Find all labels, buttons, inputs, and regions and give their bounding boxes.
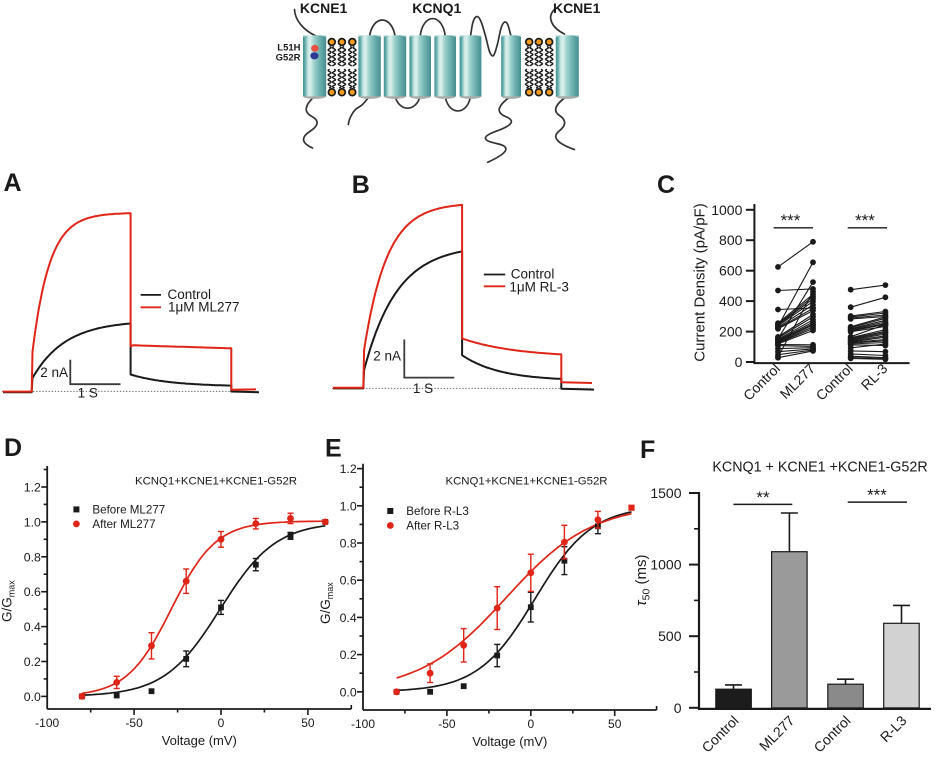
svg-text:***: *** [867, 486, 887, 505]
svg-text:B: B [352, 171, 370, 199]
svg-text:D: D [4, 434, 22, 462]
svg-text:KCNE1: KCNE1 [300, 0, 348, 16]
svg-text:L51H: L51H [277, 43, 300, 54]
svg-text:0.0: 0.0 [340, 685, 357, 699]
svg-text:KCNQ1+KCNE1+KCNE1-G52R: KCNQ1+KCNE1+KCNE1-G52R [445, 476, 607, 488]
svg-text:400: 400 [719, 293, 743, 309]
svg-text:1μM RL-3: 1μM RL-3 [509, 280, 569, 295]
svg-text:τ50 (ms): τ50 (ms) [633, 555, 653, 606]
svg-text:***: *** [781, 211, 801, 230]
svg-text:0.6: 0.6 [24, 585, 41, 599]
svg-text:-100: -100 [351, 717, 375, 731]
svg-text:***: *** [855, 211, 875, 230]
svg-text:**: ** [756, 488, 770, 507]
svg-text:KCNQ1+KCNE1+KCNE1-G52R: KCNQ1+KCNE1+KCNE1-G52R [135, 476, 297, 488]
svg-text:0.2: 0.2 [340, 648, 357, 662]
svg-text:0.4: 0.4 [24, 620, 41, 634]
svg-text:Control: Control [698, 712, 741, 755]
svg-text:1μM ML277: 1μM ML277 [168, 299, 240, 314]
svg-text:0: 0 [218, 716, 225, 730]
svg-text:50: 50 [301, 716, 315, 730]
svg-text:-50: -50 [438, 717, 456, 731]
svg-text:C: C [657, 171, 675, 199]
svg-text:ML277: ML277 [777, 360, 819, 402]
svg-text:1 S: 1 S [78, 386, 98, 401]
svg-text:E: E [325, 435, 342, 463]
svg-text:0.2: 0.2 [24, 655, 41, 669]
svg-text:R-L3: R-L3 [877, 712, 910, 745]
svg-text:KCNE1: KCNE1 [553, 0, 601, 16]
svg-text:600: 600 [719, 263, 743, 279]
svg-text:Before R-L3: Before R-L3 [406, 505, 469, 518]
svg-text:2 nA: 2 nA [373, 349, 401, 364]
svg-text:RL-3: RL-3 [858, 360, 891, 393]
svg-text:After R-L3: After R-L3 [406, 520, 459, 533]
svg-text:ML277: ML277 [756, 712, 798, 754]
svg-text:Control: Control [810, 712, 853, 755]
svg-text:1.0: 1.0 [24, 515, 41, 529]
svg-text:A: A [4, 169, 22, 197]
svg-text:800: 800 [719, 232, 743, 248]
svg-text:G/Gmax: G/Gmax [318, 582, 335, 624]
svg-text:KCNQ1: KCNQ1 [412, 0, 461, 16]
svg-text:0.8: 0.8 [24, 550, 41, 564]
svg-text:50: 50 [608, 717, 622, 731]
svg-text:200: 200 [719, 324, 743, 340]
svg-text:500: 500 [658, 628, 682, 644]
svg-text:Voltage (mV): Voltage (mV) [162, 733, 237, 748]
svg-text:1000: 1000 [711, 202, 742, 218]
svg-text:1500: 1500 [650, 485, 681, 501]
svg-text:1.2: 1.2 [24, 481, 41, 495]
svg-text:1000: 1000 [650, 557, 681, 573]
svg-text:F: F [640, 436, 655, 464]
svg-text:Before ML277: Before ML277 [92, 503, 165, 516]
svg-text:1.0: 1.0 [340, 499, 357, 513]
svg-text:0: 0 [674, 700, 682, 716]
svg-text:Voltage (mV): Voltage (mV) [472, 734, 547, 749]
svg-text:1 S: 1 S [413, 381, 433, 396]
svg-text:Control: Control [740, 360, 783, 403]
svg-text:0.6: 0.6 [340, 574, 357, 588]
svg-text:-50: -50 [125, 716, 143, 730]
svg-text:0.4: 0.4 [340, 611, 357, 625]
svg-text:-100: -100 [35, 716, 59, 730]
svg-text:0: 0 [735, 354, 743, 370]
svg-text:KCNQ1 + KCNE1 +KCNE1-G52R: KCNQ1 + KCNE1 +KCNE1-G52R [712, 460, 927, 476]
svg-text:Control: Control [168, 287, 212, 302]
svg-text:Current Density (pA/pF): Current Density (pA/pF) [692, 203, 709, 361]
svg-text:0.0: 0.0 [24, 690, 41, 704]
svg-text:0: 0 [527, 717, 534, 731]
svg-text:Control: Control [813, 360, 856, 403]
svg-text:2 nA: 2 nA [40, 365, 68, 380]
svg-text:0.8: 0.8 [340, 537, 357, 551]
svg-text:1.2: 1.2 [340, 462, 357, 476]
svg-text:G/Gmax: G/Gmax [0, 580, 17, 622]
svg-text:After ML277: After ML277 [92, 518, 155, 531]
svg-text:G52R: G52R [276, 53, 301, 64]
svg-text:Control: Control [511, 267, 555, 282]
